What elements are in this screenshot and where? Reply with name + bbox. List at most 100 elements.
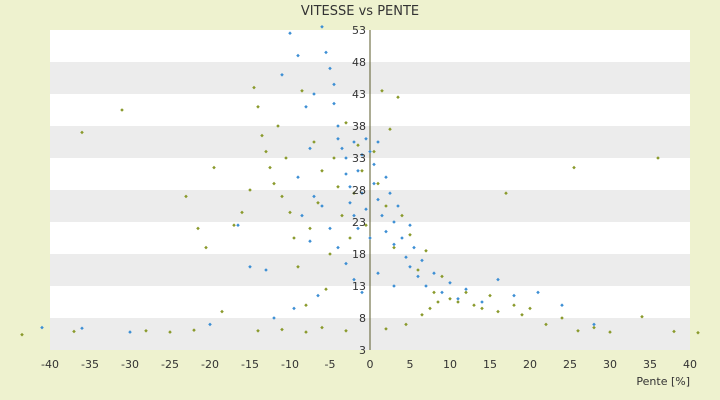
green-point (232, 223, 236, 227)
green-point (672, 329, 676, 334)
blue-point (348, 201, 352, 205)
blue-point (344, 156, 348, 160)
blue-point (364, 137, 368, 141)
blue-point (324, 50, 328, 55)
green-point (372, 149, 376, 154)
green-point (456, 300, 460, 304)
green-point (264, 149, 268, 154)
green-point (560, 316, 564, 320)
green-point (304, 303, 308, 307)
blue-point (372, 181, 376, 186)
blue-point (236, 223, 240, 227)
green-point (320, 325, 324, 330)
blue-point (384, 229, 388, 234)
blue-point (292, 306, 296, 311)
green-point (204, 245, 208, 250)
green-point (260, 133, 264, 138)
blue-point (360, 191, 364, 195)
green-point (640, 314, 644, 319)
green-point (344, 121, 348, 125)
x-tick-label: -35 (81, 358, 99, 371)
green-point (440, 274, 444, 279)
y-tick-label: 3 (359, 344, 366, 357)
green-point (448, 297, 452, 301)
green-point (424, 249, 428, 253)
blue-point (464, 287, 468, 291)
x-tick-label: 40 (683, 358, 697, 371)
blue-point (480, 300, 484, 304)
blue-point (400, 236, 404, 240)
blue-point (424, 284, 428, 288)
green-point (340, 213, 344, 218)
green-point (304, 330, 308, 334)
blue-point (336, 124, 340, 128)
green-point (212, 165, 216, 170)
blue-point (352, 277, 356, 282)
green-point (464, 290, 468, 295)
blue-point (352, 213, 356, 218)
blue-point (344, 261, 348, 266)
blue-point (376, 271, 380, 275)
green-point (332, 156, 336, 160)
green-point (144, 329, 148, 333)
blue-point (296, 53, 300, 58)
blue-point (384, 175, 388, 179)
green-point (388, 127, 392, 131)
blue-point (368, 236, 372, 240)
y-tick-label: 13 (352, 280, 366, 293)
green-point (80, 130, 84, 135)
chart-title: VITESSE vs PENTE (301, 4, 419, 19)
green-point (592, 325, 596, 330)
blue-point (368, 149, 372, 154)
y-tick-label: 53 (352, 24, 366, 37)
green-point (284, 156, 288, 160)
blue-point (312, 194, 316, 199)
green-point (696, 330, 700, 335)
green-point (336, 185, 340, 189)
green-point (384, 204, 388, 208)
blue-point (360, 290, 364, 295)
green-point (300, 89, 304, 93)
green-point (528, 306, 532, 311)
green-point (356, 143, 360, 147)
y-tick-label: 18 (352, 248, 366, 261)
green-point (496, 309, 500, 314)
blue-point (456, 297, 460, 301)
green-point (416, 268, 420, 272)
blue-point (360, 153, 364, 157)
green-point (280, 194, 284, 199)
green-point (544, 322, 548, 327)
blue-point (328, 226, 332, 231)
green-point (276, 124, 280, 128)
green-point (256, 329, 260, 333)
green-point (420, 313, 424, 317)
blue-point (128, 330, 132, 334)
green-point (256, 105, 260, 109)
blue-point (308, 146, 312, 151)
blue-point (408, 223, 412, 227)
green-point (316, 201, 320, 205)
green-point (308, 226, 312, 231)
x-tick-label: 30 (603, 358, 617, 371)
blue-point (348, 185, 352, 189)
green-point (520, 313, 524, 317)
y-tick-label: 43 (352, 88, 366, 101)
green-point (384, 327, 388, 331)
blue-point (328, 66, 332, 71)
blue-point (272, 316, 276, 320)
blue-point (420, 258, 424, 263)
x-tick-label: 35 (643, 358, 657, 371)
green-point (472, 303, 476, 307)
y-tick-label: 33 (352, 152, 366, 165)
green-point (292, 236, 296, 240)
blue-point (448, 281, 452, 285)
blue-point (308, 239, 312, 243)
blue-point (512, 293, 516, 298)
green-point (324, 287, 328, 291)
blue-point (320, 204, 324, 208)
green-point (432, 290, 436, 295)
blue-point (364, 207, 368, 211)
x-tick-label: 5 (407, 358, 414, 371)
x-tick-labels: -40 -35 -30 -25 -20 -15 -10 -5 0 5 10 15 20 25 30 35 40 (41, 358, 697, 371)
